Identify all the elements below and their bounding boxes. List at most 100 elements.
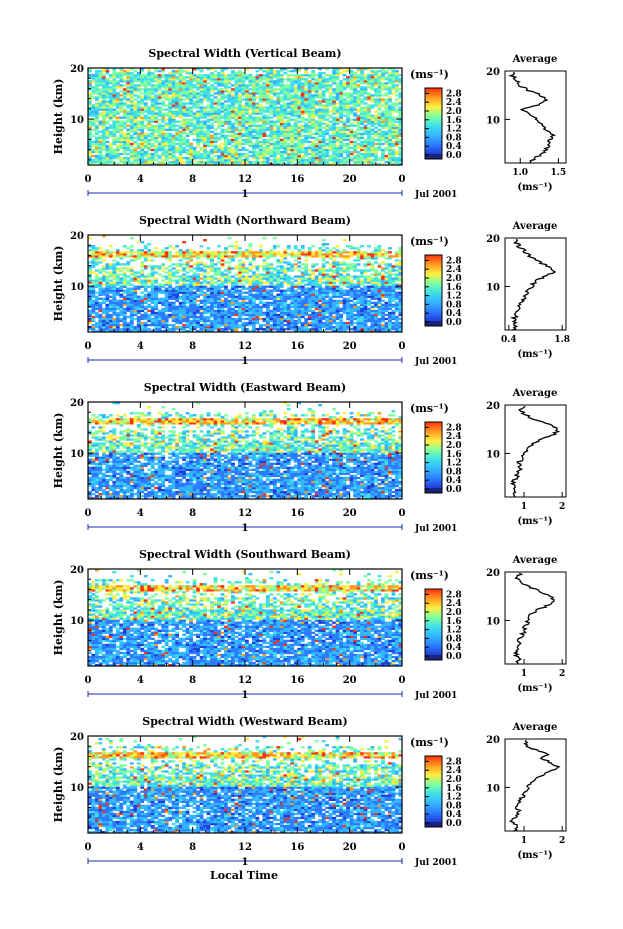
heatmap-cell [269, 124, 274, 127]
heatmap-cell [353, 315, 357, 319]
heatmap-cell [154, 148, 159, 152]
heatmap-cell [154, 108, 159, 111]
heatmap-cell [101, 98, 106, 101]
heatmap-cell [88, 70, 92, 73]
heatmap-cell [203, 327, 207, 331]
heatmap-cell [258, 108, 263, 111]
heatmap-cell [255, 313, 260, 317]
heatmap-cell [185, 122, 190, 125]
heatmap-cell [339, 68, 343, 71]
heatmap-cell [178, 148, 183, 152]
heatmap-cell [231, 317, 235, 321]
heatmap-cell [272, 114, 277, 117]
heatmap-cell [164, 138, 169, 142]
heatmap-cell [304, 146, 309, 150]
heatmap-cell [388, 136, 392, 140]
heatmap-cell [126, 104, 131, 107]
heatmap-cell [88, 114, 92, 117]
heatmap-cell [224, 140, 228, 144]
heatmap-cell [272, 162, 277, 166]
heatmap-cell [328, 96, 333, 99]
heatmap-cell [88, 88, 92, 91]
heatmap-cell [238, 311, 242, 315]
heatmap-cell [112, 307, 117, 311]
heatmap-cell [112, 319, 117, 323]
heatmap-cell [297, 100, 302, 103]
heatmap-cell [321, 72, 326, 75]
heatmap-cell [105, 152, 110, 156]
heatmap-cell [332, 146, 337, 150]
heatmap-cell [370, 309, 375, 313]
heatmap-cell [349, 70, 354, 73]
heatmap-cell [346, 78, 350, 81]
heatmap-cell [157, 82, 162, 85]
heatmap-cell [220, 68, 225, 71]
heatmap-cell [262, 329, 267, 333]
heatmap-cell [391, 313, 396, 317]
heatmap-cell [321, 106, 326, 109]
heatmap-cell [370, 130, 375, 133]
heatmap-cell [91, 323, 96, 327]
heatmap-cell [91, 150, 96, 154]
heatmap-cell [210, 148, 214, 152]
heatmap-cell [94, 80, 99, 83]
heatmap-cell [94, 321, 99, 325]
heatmap-cell [178, 311, 183, 315]
heatmap-cell [342, 88, 347, 91]
heatmap-cell [119, 110, 124, 113]
heatmap-cell [154, 90, 159, 93]
heatmap-cell [258, 323, 263, 327]
heatmap-cell [279, 120, 284, 123]
heatmap-cell [265, 158, 270, 162]
heatmap-cell [224, 106, 228, 109]
heatmap-cell [220, 160, 225, 164]
heatmap-cell [335, 112, 340, 115]
heatmap-cell [307, 299, 312, 302]
heatmap-cell [91, 329, 96, 333]
heatmap-cell [175, 327, 180, 331]
heatmap-cell [185, 72, 190, 75]
heatmap-cell [91, 311, 96, 315]
heatmap-cell [238, 317, 242, 321]
heatmap-cell [175, 114, 180, 117]
heatmap-cell [136, 128, 141, 131]
heatmap-cell [136, 126, 141, 129]
heatmap-cell [108, 301, 113, 305]
heatmap-cell [328, 321, 333, 325]
heatmap-cell [112, 321, 117, 325]
heatmap-cell [293, 303, 298, 307]
heatmap-cell [154, 112, 159, 115]
heatmap-cell [164, 307, 169, 311]
heatmap-cell [265, 327, 270, 331]
heatmap-cell [171, 303, 176, 307]
heatmap-cell [241, 82, 246, 85]
heatmap-cell [384, 329, 389, 333]
heatmap-cell [251, 88, 256, 91]
heatmap-cell [269, 82, 274, 85]
heatmap-cell [258, 325, 263, 329]
heatmap-cell [203, 321, 207, 325]
heatmap-cell [154, 146, 159, 150]
heatmap-cell [363, 132, 368, 135]
heatmap-cell [133, 162, 138, 166]
heatmap-cell [384, 100, 389, 103]
heatmap-cell [199, 70, 204, 73]
heatmap-cell [101, 136, 106, 140]
heatmap-cell [129, 82, 134, 85]
heatmap-cell [360, 114, 364, 117]
heatmap-cell [311, 329, 316, 333]
heatmap-cell [178, 138, 183, 142]
heatmap-cell [279, 305, 284, 309]
heatmap-cell [349, 96, 354, 99]
heatmap-cell [377, 138, 382, 142]
heatmap-cells [88, 235, 403, 333]
heatmap-cell [210, 122, 214, 125]
heatmap-cell [307, 317, 312, 321]
heatmap-cell [328, 301, 333, 305]
heatmap-cell [377, 84, 382, 87]
heatmap-cell [332, 96, 337, 99]
heatmap-cell [381, 319, 385, 323]
heatmap-cell [325, 78, 330, 81]
heatmap-cell [161, 315, 166, 319]
heatmap-cell [126, 88, 131, 91]
